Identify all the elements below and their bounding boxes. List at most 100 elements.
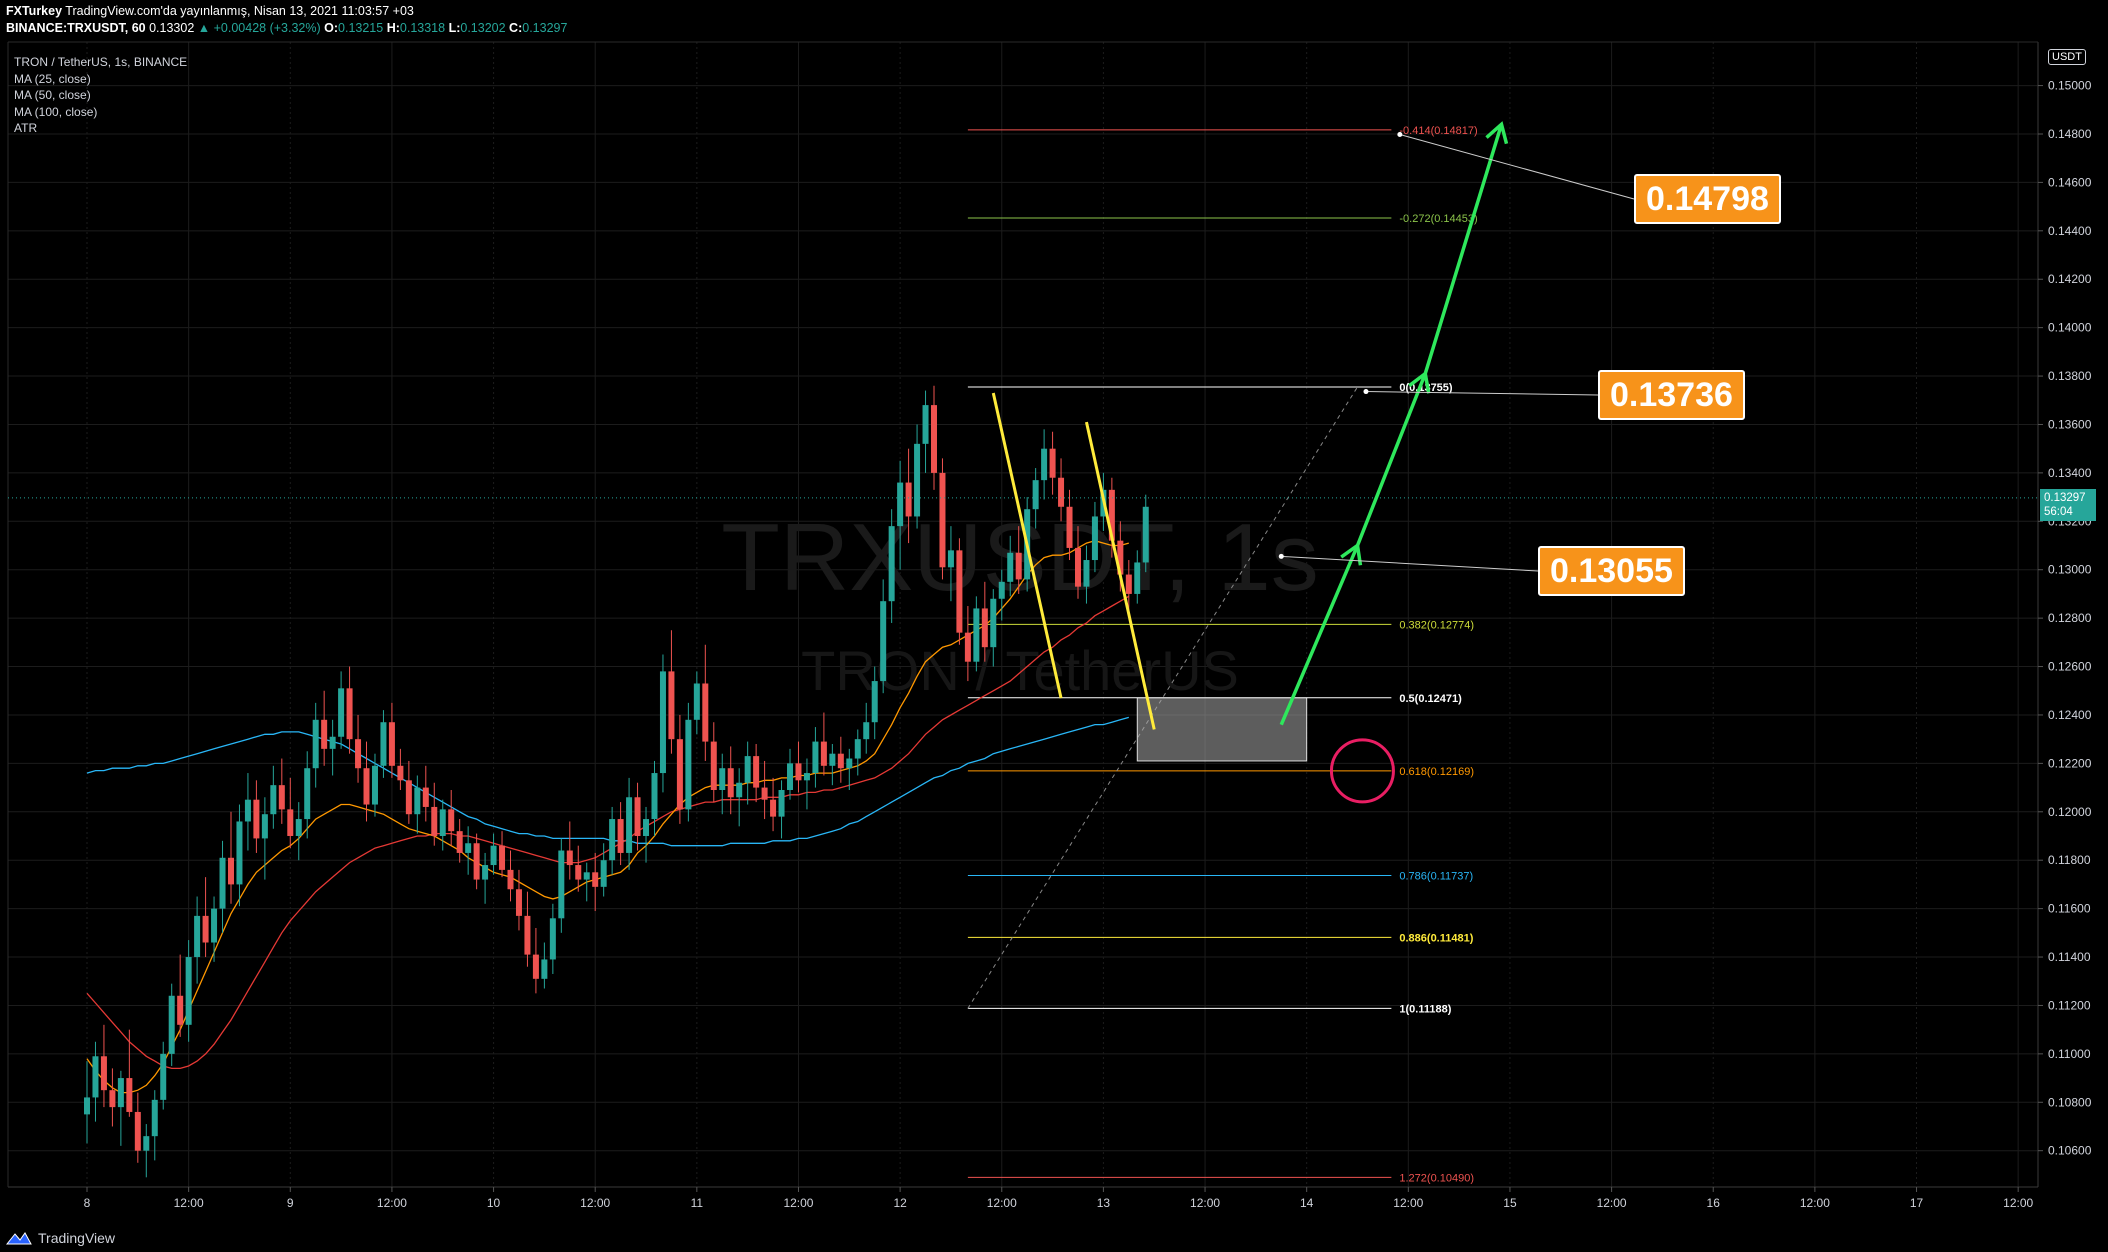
legend-ma50[interactable]: MA (50, close) <box>14 88 91 102</box>
publish-info: FXTurkey TradingView.com'da yayınlanmış,… <box>6 4 414 18</box>
candle-body <box>177 995 184 1025</box>
candle-body <box>609 819 616 861</box>
candle-body <box>92 1056 99 1098</box>
candle-body <box>795 763 802 781</box>
ma25-line <box>86 540 1129 1094</box>
candle-body <box>685 719 692 810</box>
legend-atr[interactable]: ATR <box>14 121 38 135</box>
y-tick-label: 0.12000 <box>2048 805 2092 819</box>
callout-anchor-dot <box>1397 131 1403 137</box>
y-tick-label: 0.14200 <box>2048 272 2092 286</box>
candle-body <box>947 550 954 568</box>
buy-zone-box <box>1136 697 1308 762</box>
projection-arrow-head <box>1485 121 1509 145</box>
x-tick-label: 9 <box>287 1196 294 1210</box>
candle-body <box>803 773 810 781</box>
candle-body <box>1108 489 1115 541</box>
callout-anchor-dot <box>1278 553 1284 559</box>
y-tick-label: 0.11000 <box>2048 1047 2091 1061</box>
x-tick-label: 11 <box>691 1196 704 1210</box>
candle-body <box>931 405 937 473</box>
candle-body <box>643 819 650 836</box>
publish-date: TradingView.com'da yayınlanmış, Nisan 13… <box>65 4 414 18</box>
candle-body <box>727 768 734 798</box>
pattern-leg-line <box>1084 421 1156 730</box>
candle-body <box>388 722 395 766</box>
candle-body <box>439 809 446 836</box>
candle-body <box>566 850 573 866</box>
candle-body <box>939 472 946 568</box>
y-tick-label: 0.13400 <box>2048 466 2092 480</box>
candle-body <box>397 765 404 781</box>
candle-body <box>558 850 565 919</box>
x-tick-label: 10 <box>487 1196 501 1210</box>
candle-body <box>227 857 234 885</box>
candle-body <box>981 608 988 648</box>
candle-body <box>321 719 328 749</box>
chart-title[interactable]: TRON / TetherUS, 1s, BINANCE <box>14 55 188 69</box>
candle-body <box>422 787 429 807</box>
candle-body <box>592 872 599 887</box>
candle-body <box>837 753 844 769</box>
candle-body <box>160 1053 167 1100</box>
candle-body <box>549 918 556 960</box>
fib-level-label: 1.272(0.10490) <box>1399 1172 1474 1184</box>
candle-body <box>600 860 607 887</box>
candle-body <box>1049 448 1056 478</box>
current-price-tag: 0.13297 56:04 <box>2040 488 2096 521</box>
candle-body <box>380 722 387 766</box>
x-tick-label: 12 <box>893 1196 907 1210</box>
candle-body <box>515 889 522 916</box>
x-tick-label: 12:00 <box>377 1196 407 1210</box>
legend-ma25[interactable]: MA (25, close) <box>14 71 91 86</box>
candle-body <box>202 915 209 943</box>
candle-body <box>888 526 895 602</box>
candle-body <box>151 1099 158 1137</box>
candle-body <box>1041 448 1048 481</box>
symbol-label: BINANCE:TRXUSDT, 60 <box>6 21 146 35</box>
candle-body <box>236 821 243 885</box>
candle-body <box>990 598 997 648</box>
callout-connector <box>1281 555 1539 572</box>
author-name[interactable]: FXTurkey <box>6 4 63 18</box>
y-tick-label: 0.14000 <box>2048 321 2092 335</box>
fib-level-label: 0.886(0.11481) <box>1399 932 1473 944</box>
candle-body <box>778 790 785 817</box>
candle-body <box>1007 552 1014 582</box>
y-tick-label: 0.13800 <box>2048 369 2092 383</box>
y-tick-label: 0.10600 <box>2048 1144 2092 1158</box>
candle-body <box>100 1056 107 1091</box>
candle-body <box>253 799 260 839</box>
candle-body <box>143 1136 150 1151</box>
candle-body <box>371 765 378 805</box>
fib-level-label: -0.272(0.14453) <box>1399 213 1477 225</box>
candle-body <box>482 865 489 880</box>
close-value: 0.13297 <box>522 21 568 35</box>
projection-arrow <box>1423 123 1504 375</box>
fib-level-label: 0.618(0.12169) <box>1399 766 1474 778</box>
currency-selector[interactable]: USDT <box>2048 49 2086 65</box>
y-tick-label: 0.10800 <box>2048 1095 2092 1109</box>
candle-body <box>312 719 319 769</box>
tradingview-logo-icon <box>6 1232 32 1245</box>
candle-body <box>1117 540 1124 575</box>
x-tick-label: 17 <box>1910 1196 1924 1210</box>
candle-body <box>1032 480 1039 510</box>
candle-body <box>1074 547 1081 587</box>
candle-body <box>287 809 294 836</box>
tradingview-brand[interactable]: TradingView <box>6 1230 115 1246</box>
x-tick-label: 12:00 <box>1800 1196 1830 1210</box>
candle-body <box>117 1078 124 1108</box>
candle-body <box>897 482 904 527</box>
candle-body <box>846 758 853 769</box>
candle-body <box>278 785 285 810</box>
x-tick-label: 12:00 <box>783 1196 813 1210</box>
fib-trend-dashed-line <box>967 386 1358 1009</box>
candle-body <box>84 1097 90 1115</box>
candle-body <box>719 768 726 791</box>
candle-body <box>1091 516 1098 561</box>
candle-body <box>185 957 192 1025</box>
legend-ma100[interactable]: MA (100, close) <box>14 104 98 119</box>
candle-body <box>1066 506 1073 548</box>
